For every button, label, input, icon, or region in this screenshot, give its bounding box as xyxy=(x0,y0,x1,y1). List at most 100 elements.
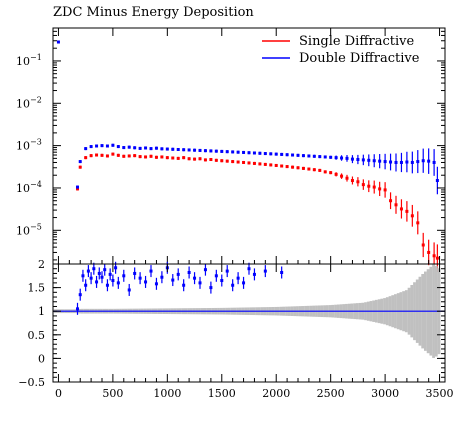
point-double-41 xyxy=(291,153,295,157)
point-single-33 xyxy=(252,161,256,165)
point-double-0 xyxy=(56,40,60,44)
point-single-12 xyxy=(138,155,142,159)
point-double-68 xyxy=(435,179,439,183)
point-double-5 xyxy=(95,144,99,148)
ratio-point-25 xyxy=(171,278,175,282)
ratio-point-42 xyxy=(280,270,284,274)
point-single-22 xyxy=(193,157,197,161)
legend-label-single: Single Diffractive xyxy=(299,34,415,49)
ratio-point-19 xyxy=(138,276,142,280)
point-single-55 xyxy=(372,185,376,189)
point-double-34 xyxy=(252,151,256,155)
x-tick-label-3: 1500 xyxy=(208,387,236,400)
point-double-27 xyxy=(214,149,218,153)
legend: Single Diffractive Double Diffractive xyxy=(262,34,420,66)
point-single-39 xyxy=(285,165,289,169)
point-single-43 xyxy=(307,167,311,171)
point-double-65 xyxy=(421,159,425,163)
x-tick-labels: 0 500 1000 1500 2000 2500 3000 3500 xyxy=(55,387,454,400)
point-double-55 xyxy=(367,158,371,162)
chart-title: ZDC Minus Energy Deposition xyxy=(53,5,254,20)
point-single-49 xyxy=(340,174,344,178)
point-double-18 xyxy=(165,147,169,151)
point-double-42 xyxy=(296,153,300,157)
ratio-point-26 xyxy=(176,272,180,276)
ratio-point-14 xyxy=(114,266,118,270)
point-single-57 xyxy=(383,188,387,192)
point-double-8 xyxy=(111,143,115,147)
x-tick-label-7: 3500 xyxy=(426,387,454,400)
point-single-29 xyxy=(231,160,235,164)
y-tick-label-4: 10−5 xyxy=(16,222,42,237)
ratio-y-tick-label-2: 1 xyxy=(38,305,45,318)
point-single-50 xyxy=(345,176,349,180)
point-single-19 xyxy=(176,156,180,160)
point-single-38 xyxy=(280,164,284,168)
ratio-point-35 xyxy=(225,269,229,273)
ratio-point-1 xyxy=(78,293,82,297)
point-double-4 xyxy=(89,145,93,149)
ratio-point-29 xyxy=(193,276,197,280)
point-double-66 xyxy=(427,159,431,163)
point-double-24 xyxy=(198,148,202,152)
point-double-25 xyxy=(203,149,207,153)
ratio-y-tick-label-4: 0 xyxy=(38,352,45,365)
ratio-point-4 xyxy=(86,269,90,273)
point-single-56 xyxy=(378,187,382,191)
point-single-4 xyxy=(95,153,99,157)
point-double-44 xyxy=(307,154,311,158)
point-single-23 xyxy=(198,157,202,161)
ratio-point-40 xyxy=(252,272,256,276)
point-double-28 xyxy=(220,149,224,153)
point-single-18 xyxy=(171,156,175,160)
point-single-3 xyxy=(89,154,93,158)
point-double-43 xyxy=(301,154,305,158)
point-double-36 xyxy=(263,152,267,156)
point-double-13 xyxy=(138,146,142,150)
y-tick-label-1: 10−2 xyxy=(16,95,42,110)
x-tick-label-4: 2000 xyxy=(262,387,290,400)
point-double-12 xyxy=(133,146,137,150)
point-single-60 xyxy=(399,207,403,211)
ratio-axis-ticks xyxy=(53,263,445,383)
point-single-67 xyxy=(435,256,439,260)
point-single-14 xyxy=(149,154,153,158)
point-double-17 xyxy=(160,147,164,151)
point-double-21 xyxy=(182,148,186,152)
point-single-17 xyxy=(165,156,169,160)
point-single-27 xyxy=(220,159,224,163)
point-double-63 xyxy=(410,160,414,164)
point-single-46 xyxy=(323,170,327,174)
point-single-59 xyxy=(394,203,398,207)
point-single-24 xyxy=(203,158,207,162)
ratio-point-5 xyxy=(89,276,93,280)
point-double-6 xyxy=(100,144,104,148)
point-single-13 xyxy=(144,155,148,159)
ratio-point-28 xyxy=(187,270,191,274)
ratio-point-37 xyxy=(236,276,240,280)
point-single-58 xyxy=(389,199,393,203)
point-single-16 xyxy=(160,155,164,159)
legend-label-double: Double Diffractive xyxy=(299,51,420,66)
point-double-35 xyxy=(258,151,262,155)
point-double-26 xyxy=(209,149,213,153)
ratio-point-8 xyxy=(97,271,101,275)
point-single-1 xyxy=(78,165,82,169)
point-double-16 xyxy=(154,146,158,150)
point-single-65 xyxy=(427,250,431,254)
ratio-plot-frame xyxy=(52,263,446,383)
point-double-3 xyxy=(84,147,88,151)
ratio-point-31 xyxy=(203,268,207,272)
point-double-60 xyxy=(394,160,398,164)
y-tick-label-3: 10−4 xyxy=(16,180,42,195)
point-single-31 xyxy=(242,160,246,164)
point-double-19 xyxy=(171,147,175,151)
point-single-32 xyxy=(247,161,251,165)
point-single-25 xyxy=(209,158,213,162)
ratio-point-20 xyxy=(144,280,148,284)
point-single-48 xyxy=(334,172,338,176)
ratio-point-11 xyxy=(105,283,109,287)
point-double-40 xyxy=(285,153,289,157)
ratio-point-9 xyxy=(100,275,104,279)
